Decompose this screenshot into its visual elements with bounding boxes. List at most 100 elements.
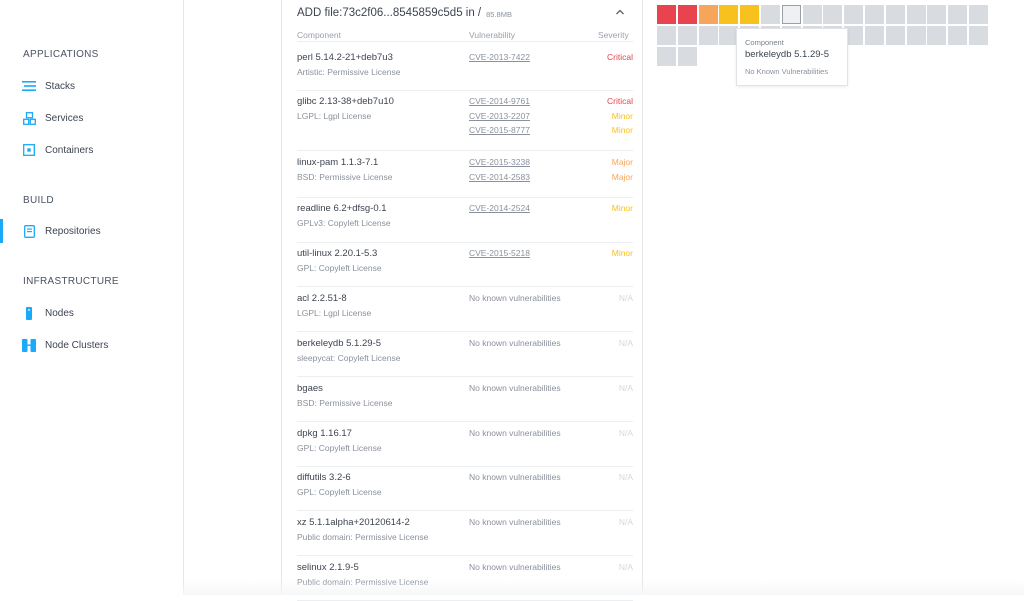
component-row[interactable]: util-linux 2.20.1-5.3 GPL: Copyleft Licen… (297, 248, 633, 287)
cve-link[interactable]: CVE-2013-2207 (469, 110, 530, 121)
component-row[interactable]: acl 2.2.51-8 LGPL: Lgpl License No known v… (297, 293, 633, 332)
section-title-infrastructure: INFRASTRUCTURE (23, 276, 119, 287)
cve-link[interactable]: CVE-2014-2524 (469, 203, 530, 213)
sidebar-item-containers[interactable]: Containers (0, 138, 183, 162)
severity-na: N/A (618, 472, 633, 482)
severity-na: N/A (618, 293, 633, 303)
severity-label: Critical (607, 52, 633, 62)
tooltip-component-name: berkeleydb 5.1.29-5 (745, 49, 829, 60)
cve-link[interactable]: CVE-2013-7422 (469, 52, 530, 62)
component-cell[interactable] (698, 5, 718, 24)
component-cell[interactable] (698, 25, 718, 45)
column-header-component: Component (297, 30, 341, 40)
component-cell[interactable] (781, 5, 801, 24)
component-cell[interactable] (802, 5, 822, 24)
component-row[interactable]: glibc 2.13-38+deb7u10 LGPL: Lgpl License C… (297, 96, 633, 151)
component-cell[interactable] (906, 5, 926, 24)
component-cell[interactable] (657, 46, 676, 66)
component-row[interactable]: dpkg 1.16.17 GPL: Copyleft License No know… (297, 428, 633, 467)
component-row[interactable]: perl 5.14.2-21+deb7u3 Artistic: Permissiv… (297, 52, 633, 91)
component-cell[interactable] (948, 25, 968, 45)
no-vulnerabilities-text: No known vulnerabilities (469, 383, 561, 393)
no-vulnerabilities-text: No known vulnerabilities (469, 428, 561, 438)
component-cell[interactable] (969, 5, 988, 24)
component-cell[interactable] (885, 25, 905, 45)
chevron-up-icon[interactable] (615, 7, 625, 17)
no-vulnerabilities-text: No known vulnerabilities (469, 338, 561, 348)
no-vulnerabilities-text: No known vulnerabilities (469, 472, 561, 482)
severity-label: Major (611, 171, 633, 182)
severity-label: Minor (611, 110, 633, 121)
component-cell[interactable] (927, 25, 947, 45)
layer-title: ADD file:73c2f06...8545859c5d5 in / (297, 7, 482, 19)
repositories-icon (22, 224, 36, 238)
component-row[interactable]: berkeleydb 5.1.29-5 sleepycat: Copyleft L… (297, 338, 633, 377)
component-row[interactable]: bgaes BSD: Permissive License No known vul… (297, 383, 633, 422)
sidebar-item-label: Nodes (45, 307, 74, 319)
component-cell[interactable] (844, 5, 864, 24)
component-name: acl 2.2.51-8 (297, 293, 347, 304)
component-row[interactable]: diffutils 3.2-6 GPL: Copyleft License No k… (297, 472, 633, 511)
component-row[interactable]: readline 6.2+dfsg-0.1 GPLv3: Copyleft Lic… (297, 203, 633, 243)
severity-na: N/A (618, 338, 633, 348)
component-license: GPLv3: Copyleft License (297, 218, 391, 228)
component-cell[interactable] (969, 25, 988, 45)
component-cell[interactable] (657, 5, 676, 24)
layer-panel: ADD file:73c2f06...8545859c5d5 in / 85.8… (281, 0, 643, 601)
component-license: Artistic: Permissive License (297, 67, 401, 77)
component-cell[interactable] (844, 25, 864, 45)
component-cell[interactable] (823, 5, 843, 24)
layer-header[interactable]: ADD file:73c2f06...8545859c5d5 in / 85.8… (297, 5, 633, 21)
sidebar-item-label: Containers (45, 144, 94, 156)
sidebar-item-label: Stacks (45, 80, 76, 92)
component-cell[interactable] (740, 5, 760, 24)
severity-na: N/A (618, 517, 633, 527)
component-cell[interactable] (865, 5, 884, 24)
component-row[interactable]: xz 5.1.1alpha+20120614-2 Public domain: P… (297, 517, 633, 556)
cve-link[interactable]: CVE-2015-5218 (469, 248, 530, 258)
cve-link[interactable]: CVE-2014-2583 (469, 171, 530, 182)
column-header-severity: Severity (598, 30, 629, 40)
sidebar-item-services[interactable]: Services (0, 106, 183, 130)
component-name: bgaes (297, 383, 323, 394)
component-cell[interactable] (885, 5, 905, 24)
sidebar-item-label: Services (45, 112, 84, 124)
severity-na: N/A (618, 428, 633, 438)
severity-na: N/A (618, 383, 633, 393)
sidebar-item-nodes[interactable]: Nodes (0, 301, 183, 325)
component-cell[interactable] (906, 25, 926, 45)
component-name: berkeleydb 5.1.29-5 (297, 338, 381, 349)
sidebar-item-node-clusters[interactable]: Node Clusters (0, 333, 183, 357)
cve-link[interactable]: CVE-2015-8777 (469, 125, 530, 136)
severity-na: N/A (618, 562, 633, 572)
severity-label: Critical (607, 96, 633, 106)
section-title-build: BUILD (23, 195, 54, 206)
component-row[interactable]: linux-pam 1.1.3-7.1 BSD: Permissive Licen… (297, 157, 633, 198)
sidebar-item-repositories[interactable]: Repositories (0, 219, 186, 243)
no-vulnerabilities-text: No known vulnerabilities (469, 562, 561, 572)
component-cell[interactable] (927, 5, 947, 24)
component-cell[interactable] (865, 25, 884, 45)
services-icon (22, 111, 36, 125)
cve-link[interactable]: CVE-2014-9761 (469, 96, 530, 106)
component-cell[interactable] (719, 5, 739, 24)
node-clusters-icon (22, 338, 36, 352)
tooltip-label: Component (745, 38, 784, 47)
component-name: selinux 2.1.9-5 (297, 562, 359, 573)
component-license: BSD: Permissive License (297, 172, 393, 182)
component-cell[interactable] (948, 5, 968, 24)
component-cell[interactable] (761, 5, 780, 24)
component-name: diffutils 3.2-6 (297, 472, 351, 483)
component-cell[interactable] (657, 25, 676, 45)
header-divider (297, 41, 633, 42)
component-cell[interactable] (677, 5, 697, 24)
component-cell[interactable] (677, 46, 697, 66)
component-name: perl 5.14.2-21+deb7u3 (297, 52, 393, 63)
component-license: GPL: Copyleft License (297, 487, 382, 497)
component-cell[interactable] (677, 25, 697, 45)
component-license: GPL: Copyleft License (297, 443, 382, 453)
sidebar-item-stacks[interactable]: Stacks (0, 74, 183, 98)
cve-link[interactable]: CVE-2015-3238 (469, 157, 530, 167)
bottom-fade (183, 580, 1024, 595)
component-cell[interactable] (719, 25, 739, 45)
